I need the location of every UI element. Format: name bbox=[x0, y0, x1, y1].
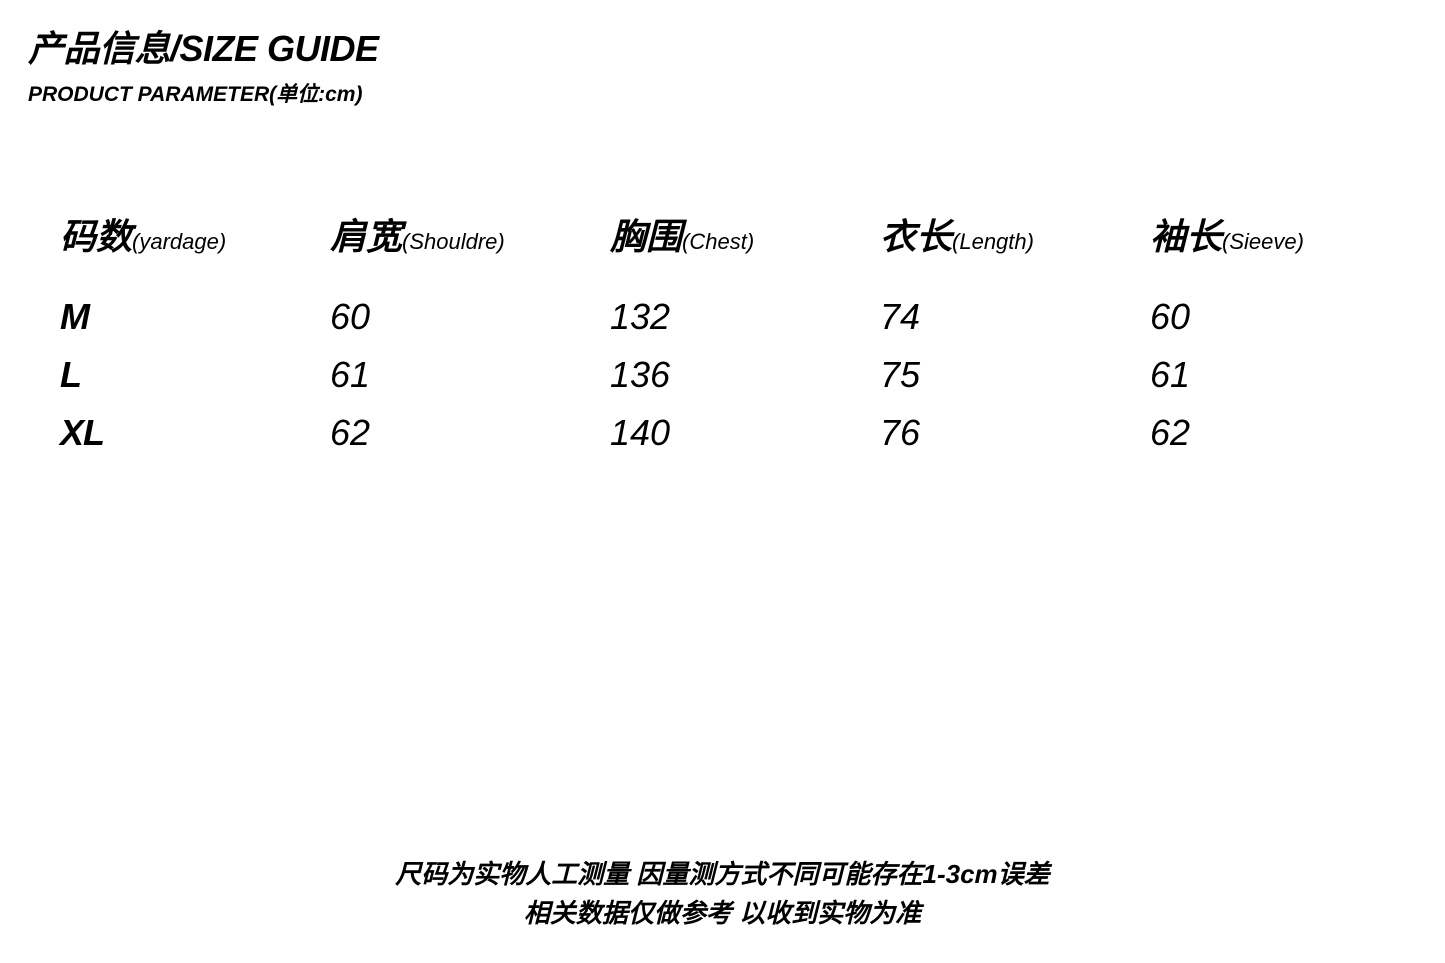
size-label: XL bbox=[60, 404, 330, 462]
col-header-cn: 袖长 bbox=[1150, 216, 1222, 257]
table-row: M 60 132 74 60 bbox=[60, 288, 1350, 346]
cell-value: 140 bbox=[610, 404, 880, 462]
col-header-en: (Sieeve) bbox=[1222, 229, 1304, 254]
col-header-size: 码数(yardage) bbox=[60, 208, 330, 288]
table-row: XL 62 140 76 62 bbox=[60, 404, 1350, 462]
cell-value: 136 bbox=[610, 346, 880, 404]
footer-line2: 相关数据仅做参考 以收到实物为准 bbox=[0, 894, 1445, 933]
cell-value: 61 bbox=[1150, 346, 1350, 404]
col-header-shoulder: 肩宽(Shouldre) bbox=[330, 208, 610, 288]
col-header-cn: 衣长 bbox=[880, 216, 952, 257]
size-label: L bbox=[60, 346, 330, 404]
page-title: 产品信息/SIZE GUIDE bbox=[28, 20, 1445, 72]
size-table: 码数(yardage) 肩宽(Shouldre) 胸围(Chest) 衣长(Le… bbox=[60, 208, 1350, 462]
col-header-en: (Chest) bbox=[682, 229, 754, 254]
cell-value: 75 bbox=[880, 346, 1150, 404]
col-header-en: (Length) bbox=[952, 229, 1034, 254]
footer-note: 尺码为实物人工测量 因量测方式不同可能存在1-3cm误差 相关数据仅做参考 以收… bbox=[0, 855, 1445, 933]
col-header-cn: 胸围 bbox=[610, 216, 682, 257]
col-header-en: (Shouldre) bbox=[402, 229, 505, 254]
col-header-sleeve: 袖长(Sieeve) bbox=[1150, 208, 1350, 288]
cell-value: 76 bbox=[880, 404, 1150, 462]
table-row: L 61 136 75 61 bbox=[60, 346, 1350, 404]
col-header-cn: 肩宽 bbox=[330, 216, 402, 257]
col-header-cn: 码数 bbox=[60, 216, 132, 257]
col-header-chest: 胸围(Chest) bbox=[610, 208, 880, 288]
page-subtitle: PRODUCT PARAMETER(单位:cm) bbox=[28, 78, 1445, 108]
cell-value: 62 bbox=[330, 404, 610, 462]
table-header-row: 码数(yardage) 肩宽(Shouldre) 胸围(Chest) 衣长(Le… bbox=[60, 208, 1350, 288]
cell-value: 60 bbox=[1150, 288, 1350, 346]
cell-value: 132 bbox=[610, 288, 880, 346]
cell-value: 62 bbox=[1150, 404, 1350, 462]
col-header-length: 衣长(Length) bbox=[880, 208, 1150, 288]
footer-line1: 尺码为实物人工测量 因量测方式不同可能存在1-3cm误差 bbox=[0, 855, 1445, 894]
header: 产品信息/SIZE GUIDE PRODUCT PARAMETER(单位:cm) bbox=[0, 0, 1445, 108]
cell-value: 61 bbox=[330, 346, 610, 404]
col-header-en: (yardage) bbox=[132, 229, 226, 254]
size-table-wrap: 码数(yardage) 肩宽(Shouldre) 胸围(Chest) 衣长(Le… bbox=[0, 208, 1445, 462]
cell-value: 60 bbox=[330, 288, 610, 346]
size-label: M bbox=[60, 288, 330, 346]
cell-value: 74 bbox=[880, 288, 1150, 346]
